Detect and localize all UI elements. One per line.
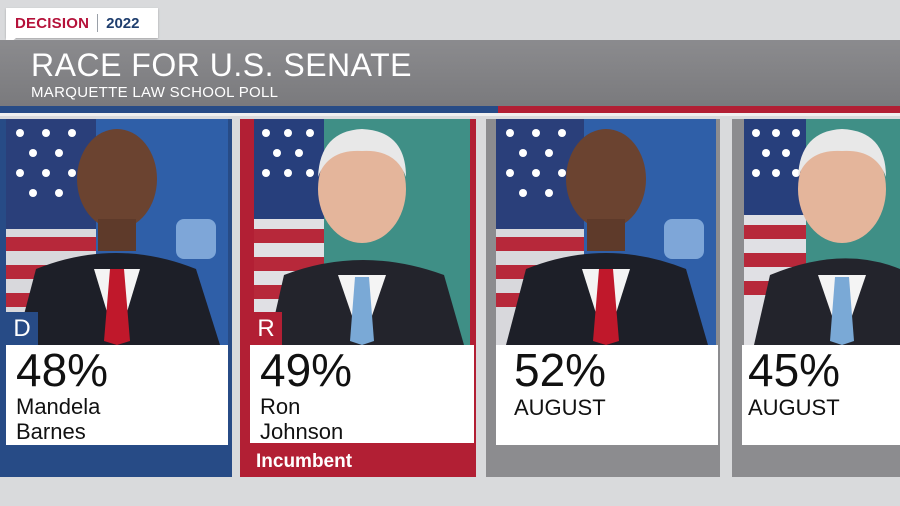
bug-year: 2022 <box>106 14 140 32</box>
incumbent-label: Incumbent <box>256 451 353 472</box>
barnes-august-portrait-icon <box>496 119 716 345</box>
title-bar: RACE FOR U.S. SENATE MARQUETTE LAW SCHOO… <box>0 40 900 106</box>
johnson-first-name: Ron <box>260 394 301 419</box>
page-title: RACE FOR U.S. SENATE <box>31 47 413 83</box>
barnes-august-photo <box>496 119 716 345</box>
stripe-divider <box>0 113 900 116</box>
barnes-photo <box>6 119 228 345</box>
barnes-last-name: Barnes <box>16 419 86 444</box>
johnson-august-portrait-icon <box>744 119 900 345</box>
barnes-august-info: 52% AUGUST <box>496 345 718 445</box>
johnson-portrait-icon <box>254 119 470 345</box>
barnes-info: D 48% Mandela Barnes <box>6 312 228 445</box>
bug-divider <box>97 14 99 32</box>
candidate-card-barnes: D 48% Mandela Barnes <box>0 119 232 477</box>
barnes-portrait-icon <box>6 119 228 345</box>
party-badge-d: D <box>6 312 38 345</box>
barnes-first-name: Mandela <box>16 394 101 419</box>
johnson-august-info: 45% AUGUST <box>742 345 900 445</box>
august-card-johnson: 45% AUGUST <box>732 119 900 477</box>
dem-stripe <box>0 106 498 113</box>
johnson-info: R 49% Ron Johnson <box>250 312 474 444</box>
johnson-august-percent: 45% <box>748 344 841 396</box>
candidate-card-johnson: R 49% Ron Johnson Incumbent <box>240 119 476 477</box>
party-badge-r: R <box>250 312 282 345</box>
johnson-last-name: Johnson <box>260 419 344 444</box>
barnes-name: Mandela Barnes <box>16 394 100 444</box>
decision-2022-bug: DECISION 2022 <box>6 8 158 46</box>
johnson-photo <box>254 119 470 345</box>
page-subtitle: MARQUETTE LAW SCHOOL POLL <box>31 84 279 101</box>
johnson-august-photo <box>744 119 900 345</box>
barnes-percent: 48% <box>16 344 109 396</box>
johnson-name: Ron Johnson <box>260 394 343 444</box>
barnes-august-label: AUGUST <box>514 395 606 420</box>
johnson-august-label: AUGUST <box>748 395 840 420</box>
barnes-august-percent: 52% <box>514 344 607 396</box>
incumbent-footer: Incumbent <box>240 445 476 477</box>
august-card-barnes: 52% AUGUST <box>486 119 720 477</box>
johnson-percent: 49% <box>260 344 353 396</box>
bug-word: DECISION <box>15 14 90 32</box>
rep-stripe <box>498 106 900 113</box>
